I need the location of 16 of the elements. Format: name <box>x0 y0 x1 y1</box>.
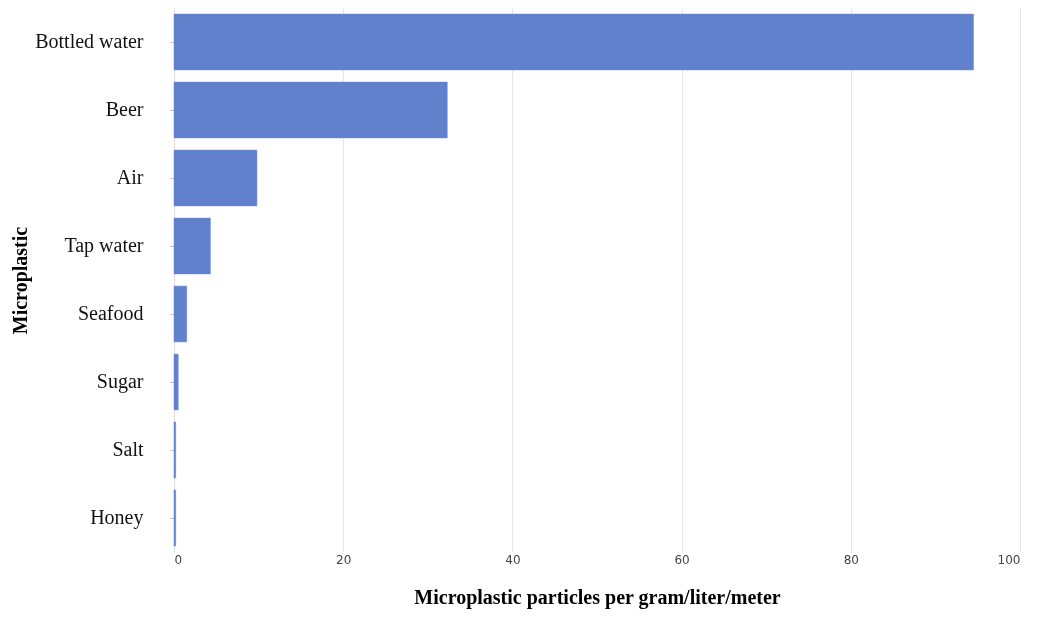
y-tick-label: Honey <box>90 506 144 529</box>
x-tick-label: 100 <box>997 552 1021 567</box>
x-tick-label: 60 <box>674 552 690 567</box>
x-tick-label: 80 <box>843 552 859 567</box>
y-tick-label: Tap water <box>64 234 144 257</box>
x-tick-label: 20 <box>336 552 352 567</box>
x-axis-title: Microplastic particles per gram/liter/meter <box>414 585 781 609</box>
y-tick-label: Seafood <box>77 302 144 324</box>
y-tick-label: Sugar <box>96 370 144 393</box>
y-tick-label: Beer <box>105 98 144 120</box>
y-tick-label: Salt <box>112 438 144 460</box>
y-axis-title: Microplastic <box>9 226 33 335</box>
y-tick-label: Bottled water <box>35 30 144 52</box>
x-tick-label: 40 <box>505 552 521 567</box>
y-tick-label: Air <box>116 166 144 188</box>
x-tick-label: 0 <box>174 552 183 567</box>
